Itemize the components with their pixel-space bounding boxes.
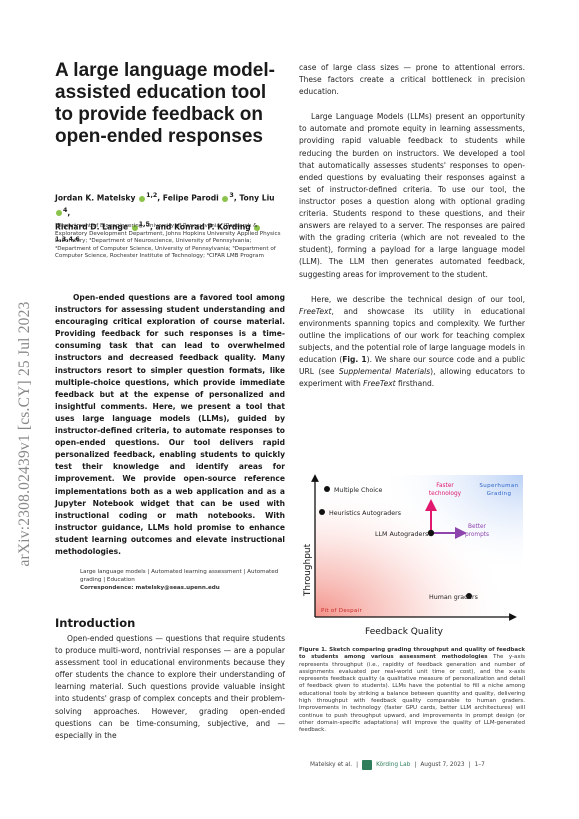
author-name: Jordan K. Matelsky <box>55 193 136 203</box>
superhuman-label-2: Grading <box>487 491 512 497</box>
author-name: , Tony Liu <box>233 193 275 203</box>
label-llm: LLM Autograders <box>375 531 428 538</box>
paper-title: A large language model-assisted educatio… <box>55 60 275 147</box>
tool-name: FreeText <box>363 379 396 389</box>
footer-pages: 1–7 <box>474 762 485 768</box>
author-affil-sup: 1,3,4,6 <box>55 235 80 243</box>
right-column: case of large class sizes — prone to att… <box>299 62 525 390</box>
label-human: Human graders <box>429 594 478 601</box>
text-span: Here, we describe the technical design o… <box>311 294 525 304</box>
caption-title: Figure 1. Sketch comparing grading throu… <box>299 647 525 661</box>
author-affil-sup: 4 <box>63 206 68 214</box>
point-multiple-choice <box>324 486 330 492</box>
label-multiple-choice: Multiple Choice <box>334 487 382 494</box>
superhuman-label-1: Superhuman <box>479 483 518 489</box>
figure-diagram: Throughput Feedback Quality Superhuman G… <box>303 474 523 637</box>
orcid-icon[interactable] <box>222 195 229 202</box>
right-paragraph-2: Large Language Models (LLMs) present an … <box>299 112 525 279</box>
figure-caption: Figure 1. Sketch comparing grading throu… <box>299 647 525 735</box>
author-name: , and Konrad P. Kording <box>149 222 251 232</box>
point-human <box>466 593 472 599</box>
pit-of-despair-region <box>315 475 523 617</box>
orcid-icon[interactable] <box>254 224 261 231</box>
point-llm <box>427 529 435 537</box>
author-affil-sup: 1,2 <box>146 192 158 199</box>
footer-authors: Matelsky et al. <box>310 762 353 768</box>
abstract: Open-ended questions are a favored tool … <box>55 292 285 558</box>
figure-1: Throughput Feedback Quality Superhuman G… <box>299 470 525 640</box>
text-span: ), allowing educators to experiment with <box>299 367 525 389</box>
faster-label-2: technology <box>429 491 462 497</box>
arxiv-stamp: arXiv:2308.02439v1 [cs.CY] 25 Jul 2023 <box>16 301 33 567</box>
footer-date: August 7, 2023 <box>420 762 465 768</box>
caption-body: The y-axis represents throughput (i.e., … <box>299 654 525 734</box>
author-name: Richard D. Lange <box>55 222 129 232</box>
keywords: Large language models | Automated learni… <box>80 569 279 583</box>
orcid-icon[interactable] <box>131 224 138 231</box>
orcid-icon[interactable] <box>56 210 62 217</box>
label-heuristics: Heuristics Autograders <box>329 510 401 517</box>
figure-ref-link[interactable]: Fig. 1 <box>342 355 367 365</box>
author-affil-sup: 3 <box>229 192 234 199</box>
section-heading-introduction: Introduction <box>55 616 136 630</box>
intro-paragraph: Open-ended questions — questions that re… <box>55 634 285 740</box>
affiliations: ¹Department of Bioengineering, Universit… <box>55 223 281 260</box>
page-footer: Matelsky et al. | Körding Lab | August 7… <box>310 760 485 770</box>
author-affil-sup: 1,5 <box>138 221 150 229</box>
x-axis-label: Feedback Quality <box>365 627 444 637</box>
text-span: , and showcase its utility in educationa… <box>299 306 525 365</box>
abstract-text: Open-ended questions are a favored tool … <box>55 293 285 556</box>
y-axis-label: Throughput <box>303 543 313 597</box>
text-span: firsthand. <box>395 379 435 389</box>
right-paragraph-3: Here, we describe the technical design o… <box>299 294 525 391</box>
pit-of-despair-label: Pit of Despair <box>321 608 362 614</box>
faster-label-1: Faster <box>436 483 454 489</box>
footer-lab[interactable]: Körding Lab <box>376 762 411 768</box>
tool-name: FreeText <box>299 306 332 316</box>
supplemental-link[interactable]: Supplemental Materials <box>338 367 431 377</box>
keywords-block: Large language models | Automated learni… <box>80 568 285 592</box>
better-label-1: Better <box>468 524 487 530</box>
author-name: , Felipe Parodi <box>157 193 219 203</box>
lab-logo-icon <box>362 760 373 770</box>
better-label-2: prompts <box>465 532 489 538</box>
correspondence: Correspondence: matelsky@seas.upenn.edu <box>80 585 220 591</box>
point-heuristics <box>319 509 325 515</box>
right-paragraph-1: case of large class sizes — prone to att… <box>299 63 525 97</box>
text-span: ). We share our source code and a public… <box>299 355 525 377</box>
introduction-text: Open-ended questions — questions that re… <box>55 633 285 742</box>
author-list: Jordan K. Matelsky 1,2, Felipe Parodi 3,… <box>55 192 275 243</box>
orcid-icon[interactable] <box>139 195 146 202</box>
